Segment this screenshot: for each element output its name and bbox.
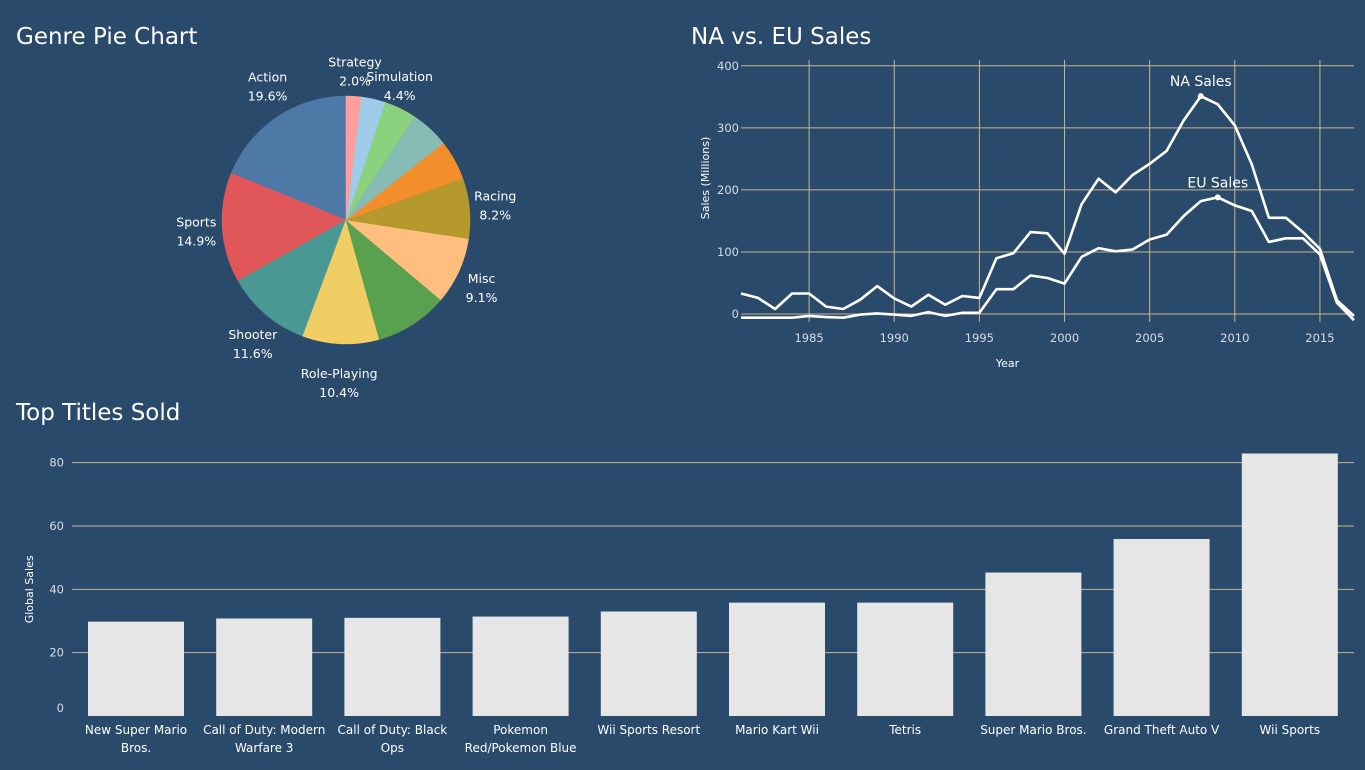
pie-slice: [302, 219, 380, 345]
pie-slice: [345, 95, 362, 221]
pie-slice-percent: 2.0%: [339, 73, 371, 88]
pie-slice-label: Misc: [468, 271, 496, 286]
pie-slice-label: Action: [248, 70, 287, 85]
bar-category-label: Call of Duty: Black: [338, 723, 448, 737]
bar: [857, 602, 954, 716]
na-eu-sales-line-chart: 0 100 200 300 400 1985 1990 1995 2000 2005 2010 201…: [699, 59, 1355, 370]
pie-slice-percent: 19.6%: [248, 89, 288, 104]
x-tick-label: 2015: [1305, 331, 1334, 345]
bar: [216, 618, 313, 716]
bar: [1113, 538, 1210, 716]
y-tick-label: 200: [717, 183, 739, 197]
bar-chart-title: Top Titles Sold: [16, 400, 181, 426]
y-tick-label: 300: [717, 121, 739, 135]
series-line: [741, 196, 1355, 322]
bar-category-label: Super Mario Bros.: [980, 723, 1086, 737]
series-marker: [1197, 93, 1204, 100]
pie-slice-label: Simulation: [366, 69, 433, 84]
bar: [985, 572, 1082, 716]
bar: [1241, 453, 1338, 716]
x-tick-label: 1985: [794, 331, 823, 345]
bar: [600, 611, 697, 716]
bar-category-label: Wii Sports: [1260, 723, 1321, 737]
pie-slice-label: Shooter: [228, 327, 278, 342]
bar-category-label: New Super Mario: [85, 723, 187, 737]
pie-slice-percent: 4.4%: [384, 88, 416, 103]
pie-slice: [237, 219, 347, 337]
x-tick-label: 2005: [1135, 331, 1164, 345]
pie-chart-title: Genre Pie Chart: [16, 24, 198, 50]
y-axis-title: Global Sales: [23, 555, 36, 623]
bar: [88, 621, 184, 716]
x-tick-label: 1995: [965, 331, 994, 345]
pie-slice-percent: 8.2%: [479, 207, 511, 222]
bar-category-label: Wii Sports Resort: [597, 723, 700, 737]
y-tick-label: 0: [732, 307, 739, 321]
pie-slice: [230, 95, 347, 221]
bar-category-label: Ops: [381, 741, 404, 755]
y-tick-label: 20: [49, 646, 64, 660]
series-marker: [1214, 194, 1221, 201]
x-tick-label: 1990: [880, 331, 909, 345]
bar-category-label: Pokemon: [493, 723, 548, 737]
genre-pie-chart: Action 19.6% Sports 14.9% Shooter 11.6% Role-P…: [176, 54, 516, 400]
y-tick-label: 40: [49, 582, 64, 596]
top-titles-bar-chart: 0 20 40 60 80 Global Sales New Super Mario Bros…: [23, 453, 1354, 755]
series-line: [740, 94, 1355, 317]
series-label: NA Sales: [1170, 74, 1232, 90]
y-tick-label: 0: [57, 701, 64, 715]
pie-slice-label: Role-Playing: [301, 366, 378, 381]
pie-slice-label: Strategy: [328, 54, 382, 69]
y-tick-label: 400: [717, 59, 739, 73]
pie-slice-percent: 10.4%: [319, 385, 359, 400]
bar-category-label: Grand Theft Auto V: [1104, 723, 1220, 737]
pie-slice-percent: 11.6%: [233, 346, 273, 361]
bar: [729, 602, 825, 716]
bar-category-label: Call of Duty: Modern: [203, 723, 325, 737]
pie-slice-percent: 14.9%: [176, 233, 216, 248]
y-axis-title: Sales (Millions): [699, 137, 712, 220]
x-tick-label: 2000: [1050, 331, 1079, 345]
pie-slice: [221, 172, 347, 282]
series-label: EU Sales: [1187, 175, 1248, 191]
bar: [472, 616, 569, 716]
bar-category-label: Bros.: [121, 741, 151, 755]
pie-slice-percent: 9.1%: [466, 290, 498, 305]
bar-category-label: Tetris: [888, 723, 921, 737]
y-tick-label: 60: [49, 519, 64, 533]
x-axis-title: Year: [995, 357, 1020, 370]
x-tick-label: 2010: [1220, 331, 1249, 345]
y-tick-label: 80: [49, 456, 64, 470]
bar-category-label: Mario Kart Wii: [735, 723, 819, 737]
bar: [344, 617, 441, 716]
bar-category-label: Warfare 3: [235, 741, 293, 755]
pie-slice-label: Sports: [176, 214, 216, 229]
pie-slice-label: Racing: [474, 188, 516, 203]
line-chart-title: NA vs. EU Sales: [691, 24, 872, 50]
bar-category-label: Red/Pokemon Blue: [465, 741, 577, 755]
y-tick-label: 100: [717, 245, 739, 259]
